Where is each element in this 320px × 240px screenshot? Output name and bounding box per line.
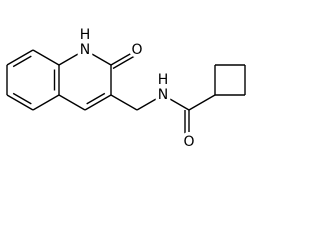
bond [110,94,138,111]
atom-label: H [80,27,91,43]
atom-label: O [183,134,194,150]
bond [112,52,140,70]
atom-labels: H N O H N O [76,24,198,154]
bond [136,94,164,111]
bond [84,94,112,111]
bond [32,94,60,111]
bond [12,55,32,68]
bonds [6,49,246,140]
atom-label: H [158,72,169,88]
bond [58,49,86,66]
structure-diagram: H N O H N O [6,24,246,154]
bond [188,94,216,111]
atom-label: N [80,42,90,58]
atom-label: N [158,87,168,103]
bond [86,92,106,105]
bond [32,49,60,66]
bond [162,94,190,111]
bond [6,94,34,111]
bond [84,49,112,66]
atom-label: O [131,42,142,58]
bond [110,49,138,66]
bond [6,49,34,66]
bond [58,94,86,111]
bond [12,92,32,105]
